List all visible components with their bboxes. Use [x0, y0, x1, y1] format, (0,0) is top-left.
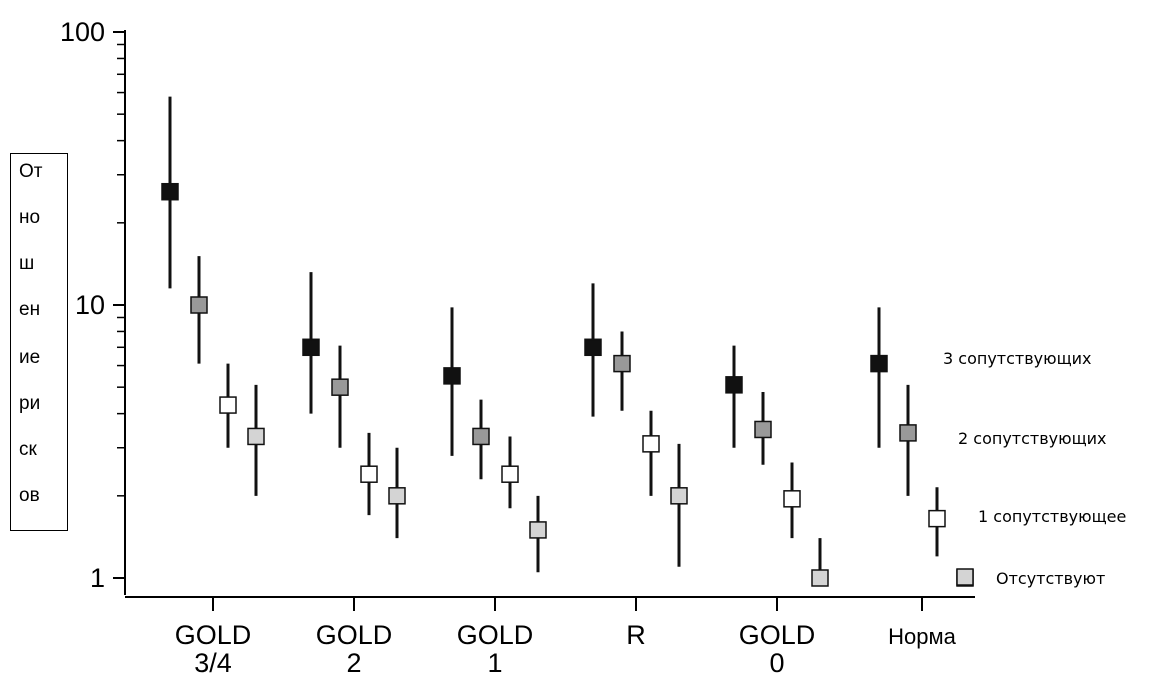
data-marker [331, 378, 349, 396]
data-markers [161, 182, 974, 587]
data-marker [360, 465, 378, 483]
data-marker [443, 367, 461, 385]
data-marker [899, 424, 917, 442]
legend-marker [956, 568, 974, 586]
data-marker [302, 338, 320, 357]
data-marker [472, 427, 490, 446]
data-marker [219, 396, 237, 414]
legend-label: 1 сопутствующее [978, 507, 1126, 526]
y-axis-label: От но ш ен ие ри ск ов [10, 153, 68, 531]
data-marker [247, 427, 265, 446]
data-marker [161, 182, 179, 201]
y-axis-label-fragment: ри [19, 393, 41, 414]
x-tick-label: GOLD [316, 620, 393, 650]
data-marker [501, 465, 519, 483]
x-tick-sublabel: 3/4 [194, 648, 232, 675]
y-tick-label: 100 [60, 17, 105, 47]
data-marker [388, 487, 406, 505]
y-axis-label-fragment: но [19, 207, 41, 228]
data-marker [725, 376, 743, 394]
legend-label: Отсутствуют [996, 569, 1105, 588]
data-marker [613, 354, 631, 373]
data-marker [584, 338, 602, 357]
x-tick-sublabel: 2 [346, 648, 361, 675]
chart-axes [113, 30, 975, 611]
error-bars [168, 96, 939, 585]
data-marker [811, 569, 829, 587]
legend-label: 2 сопутствующих [958, 429, 1107, 448]
data-marker [529, 521, 547, 539]
y-tick-label: 1 [90, 563, 105, 593]
data-marker [928, 509, 946, 528]
data-marker [670, 487, 688, 505]
data-marker [754, 420, 772, 439]
x-tick-label: GOLD [739, 620, 816, 650]
y-axis-label-fragment: ие [19, 347, 41, 368]
x-tick-label: GOLD [175, 620, 252, 650]
x-tick-label: R [626, 620, 646, 650]
y-tick-label: 10 [75, 290, 105, 320]
y-axis-label-fragment: ов [19, 485, 40, 506]
y-axis-label-fragment: ш [19, 253, 35, 274]
y-axis-label-fragment: ск [19, 439, 37, 460]
legend-label: 3 сопутствующих [943, 349, 1092, 368]
x-tick-sublabel: 0 [769, 648, 784, 675]
y-axis-label-fragment: ен [19, 299, 41, 320]
data-marker [870, 354, 888, 373]
data-marker [642, 435, 660, 453]
y-axis-label-fragment: От [19, 161, 43, 182]
data-marker [190, 296, 208, 314]
x-tick-label: Норма [888, 624, 956, 649]
x-tick-label: GOLD [457, 620, 534, 650]
x-tick-sublabel: 1 [487, 648, 502, 675]
data-marker [783, 490, 801, 508]
